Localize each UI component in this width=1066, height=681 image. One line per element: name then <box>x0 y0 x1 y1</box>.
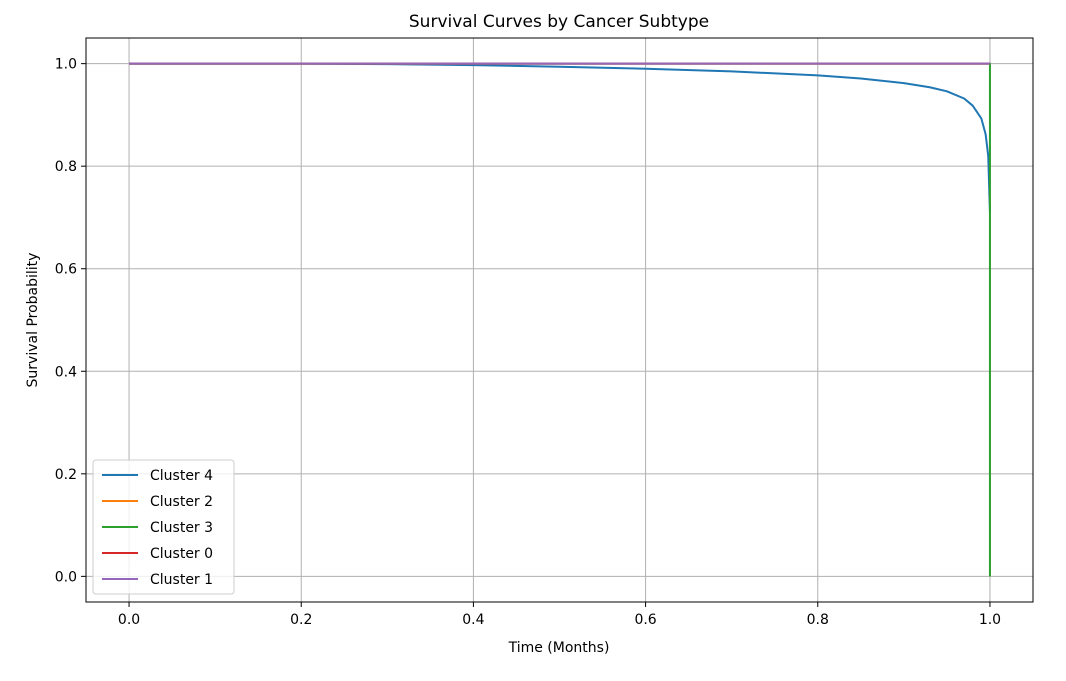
y-tick-label: 0.0 <box>55 569 77 585</box>
y-axis-ticks: 0.0 0.2 0.4 0.6 0.8 1.0 <box>55 57 86 585</box>
grid-lines <box>86 38 1033 602</box>
x-tick-label: 0.8 <box>807 612 829 628</box>
y-tick-label: 0.6 <box>55 262 77 278</box>
x-tick-label: 0.4 <box>462 612 484 628</box>
legend-label: Cluster 3 <box>150 520 213 536</box>
axes-frame <box>85 37 1034 603</box>
x-axis-label: Time (Months) <box>508 640 610 656</box>
y-tick-label: 0.4 <box>55 364 77 380</box>
chart-legend: Cluster 4 Cluster 2 Cluster 3 Cluster 0 Clus… <box>92 459 235 595</box>
y-tick-label: 0.2 <box>55 467 77 483</box>
y-tick-label: 0.8 <box>55 159 77 175</box>
y-axis-label: Survival Probability <box>25 253 41 388</box>
x-axis-ticks: 0.0 0.2 0.4 0.6 0.8 1.0 <box>118 602 1001 628</box>
legend-label: Cluster 1 <box>150 572 213 588</box>
series-lines <box>129 62 991 577</box>
legend-label: Cluster 2 <box>150 494 213 510</box>
x-tick-label: 1.0 <box>979 612 1001 628</box>
legend-items: Cluster 4 Cluster 2 Cluster 3 Cluster 0 Clus… <box>102 468 213 588</box>
x-tick-label: 0.6 <box>634 612 656 628</box>
y-tick-label: 1.0 <box>55 57 77 73</box>
legend-label: Cluster 0 <box>150 546 213 562</box>
x-tick-label: 0.2 <box>290 612 312 628</box>
x-tick-label: 0.0 <box>118 612 140 628</box>
legend-label: Cluster 4 <box>150 468 213 484</box>
legend-box <box>92 459 235 595</box>
chart-title: Survival Curves by Cancer Subtype <box>409 12 709 32</box>
